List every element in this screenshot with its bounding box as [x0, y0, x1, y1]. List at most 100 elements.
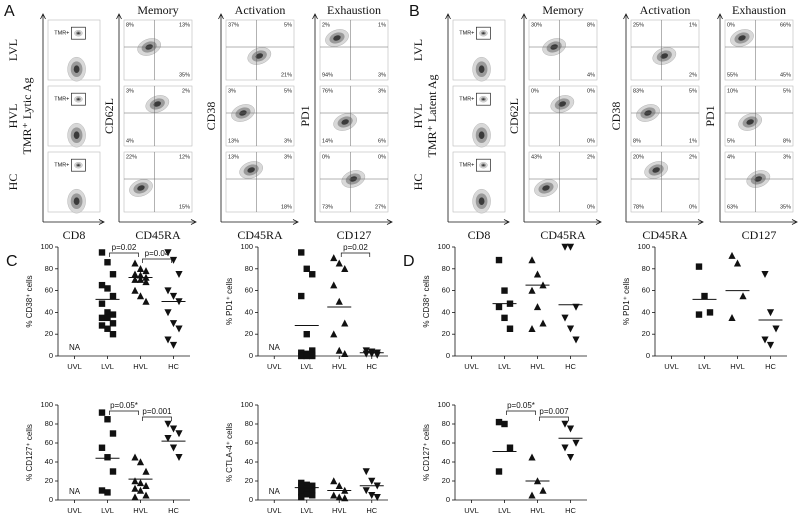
data-point: [373, 351, 381, 359]
data-point: [142, 278, 150, 286]
y-tick-label: 20: [442, 329, 450, 338]
data-point: [136, 265, 145, 272]
density-core: [255, 53, 264, 59]
quadrant-percent: 6%: [378, 138, 386, 144]
data-point: [572, 439, 580, 447]
data-point: [142, 297, 150, 305]
x-tick-label: LVL: [101, 506, 114, 515]
data-point: [131, 270, 139, 278]
y-tick-label: 60: [442, 438, 450, 447]
data-point: [131, 259, 139, 267]
panel-letter: B: [409, 3, 420, 20]
plot-frame: [724, 19, 794, 81]
cell-population: [67, 56, 86, 82]
x-tick-label: LVL: [300, 362, 313, 371]
density-core: [77, 98, 80, 101]
data-point: [303, 485, 310, 492]
x-tick-label: HC: [565, 506, 576, 515]
cell-population: [730, 29, 754, 47]
quadrant-percent: 3%: [284, 138, 292, 144]
density-core: [738, 35, 746, 41]
na-label: NA: [69, 343, 81, 352]
data-point: [561, 314, 569, 322]
data-point: [368, 492, 376, 500]
data-point: [298, 352, 305, 360]
quadrant-percent: 3%: [378, 72, 386, 78]
axis-arrow: [445, 13, 451, 20]
quadrant-percent: 13%: [228, 138, 239, 144]
quadrant-percent: 3%: [228, 88, 236, 94]
data-point: [341, 350, 349, 358]
cell-population: [74, 161, 83, 169]
data-point: [104, 325, 111, 332]
quadrant-percent: 45%: [780, 72, 791, 78]
y-tick-label: 60: [442, 286, 450, 295]
cell-population: [479, 161, 488, 169]
y-tick-label: 40: [442, 457, 450, 466]
y-tick-label: 0: [49, 495, 53, 504]
data-point: [298, 249, 305, 256]
y-tick-label: 0: [646, 351, 650, 360]
cell-population: [74, 30, 83, 37]
data-point: [303, 331, 310, 338]
density-core: [746, 119, 754, 125]
x-tick-label: HC: [366, 362, 377, 371]
data-point: [109, 331, 117, 338]
data-point: [528, 256, 536, 264]
data-point: [169, 292, 178, 300]
cell-population: [325, 29, 349, 47]
quadrant-percent: 8%: [587, 22, 595, 28]
data-point: [335, 493, 343, 501]
data-point: [309, 492, 316, 499]
data-point: [98, 249, 106, 256]
density-core: [73, 197, 80, 206]
data-point: [506, 325, 514, 332]
y-tick-label: 20: [642, 329, 650, 338]
x-tick-label: HVL: [133, 362, 148, 371]
quadrant-percent: 3%: [126, 88, 134, 94]
data-point: [533, 303, 542, 311]
density-core: [247, 167, 255, 173]
plot-frame: [123, 151, 193, 213]
gate-label: TMR+: [54, 31, 69, 37]
y-tick-label: 100: [40, 242, 53, 251]
significance-bracket: [539, 416, 569, 421]
cell-population: [534, 179, 558, 197]
data-point: [303, 265, 310, 272]
data-point: [98, 444, 106, 451]
data-point: [98, 314, 106, 322]
row-label: HVL: [411, 104, 425, 129]
data-point: [131, 453, 139, 461]
data-point: [164, 287, 172, 295]
quadrant-percent: 73%: [322, 204, 333, 210]
axis-arrow: [386, 219, 393, 225]
data-point: [341, 319, 349, 327]
axis-arrow: [623, 13, 629, 20]
x-tick-label: HVL: [530, 362, 545, 371]
quadrant-percent: 5%: [284, 22, 292, 28]
data-point: [739, 292, 747, 300]
data-point: [539, 319, 547, 327]
y-tick-label: 100: [437, 400, 450, 409]
data-point: [506, 444, 514, 451]
tmr-axis-label: TMR⁺ Latent Ag: [425, 75, 439, 158]
density-core: [333, 35, 341, 41]
p-value: p=0.05*: [507, 401, 535, 410]
quadrant-percent: 1%: [689, 138, 697, 144]
x-axis-label: CD45RA: [237, 228, 283, 242]
data-point: [169, 320, 178, 328]
y-tick-label: 60: [245, 286, 253, 295]
x-axis-label: CD45RA: [540, 228, 586, 242]
y-axis-label: % CD127⁺ cells: [25, 424, 34, 481]
quadrant-percent: 4%: [126, 138, 134, 144]
data-point: [175, 325, 183, 333]
density-core: [482, 98, 485, 101]
p-value: p=0.02: [343, 243, 368, 252]
density-core: [77, 32, 80, 35]
y-tick-label: 40: [642, 307, 650, 316]
y-tick-label: 40: [45, 457, 53, 466]
data-point: [561, 243, 569, 251]
axis-arrow: [791, 219, 798, 225]
x-tick-label: LVL: [101, 362, 114, 371]
data-point: [330, 477, 338, 485]
